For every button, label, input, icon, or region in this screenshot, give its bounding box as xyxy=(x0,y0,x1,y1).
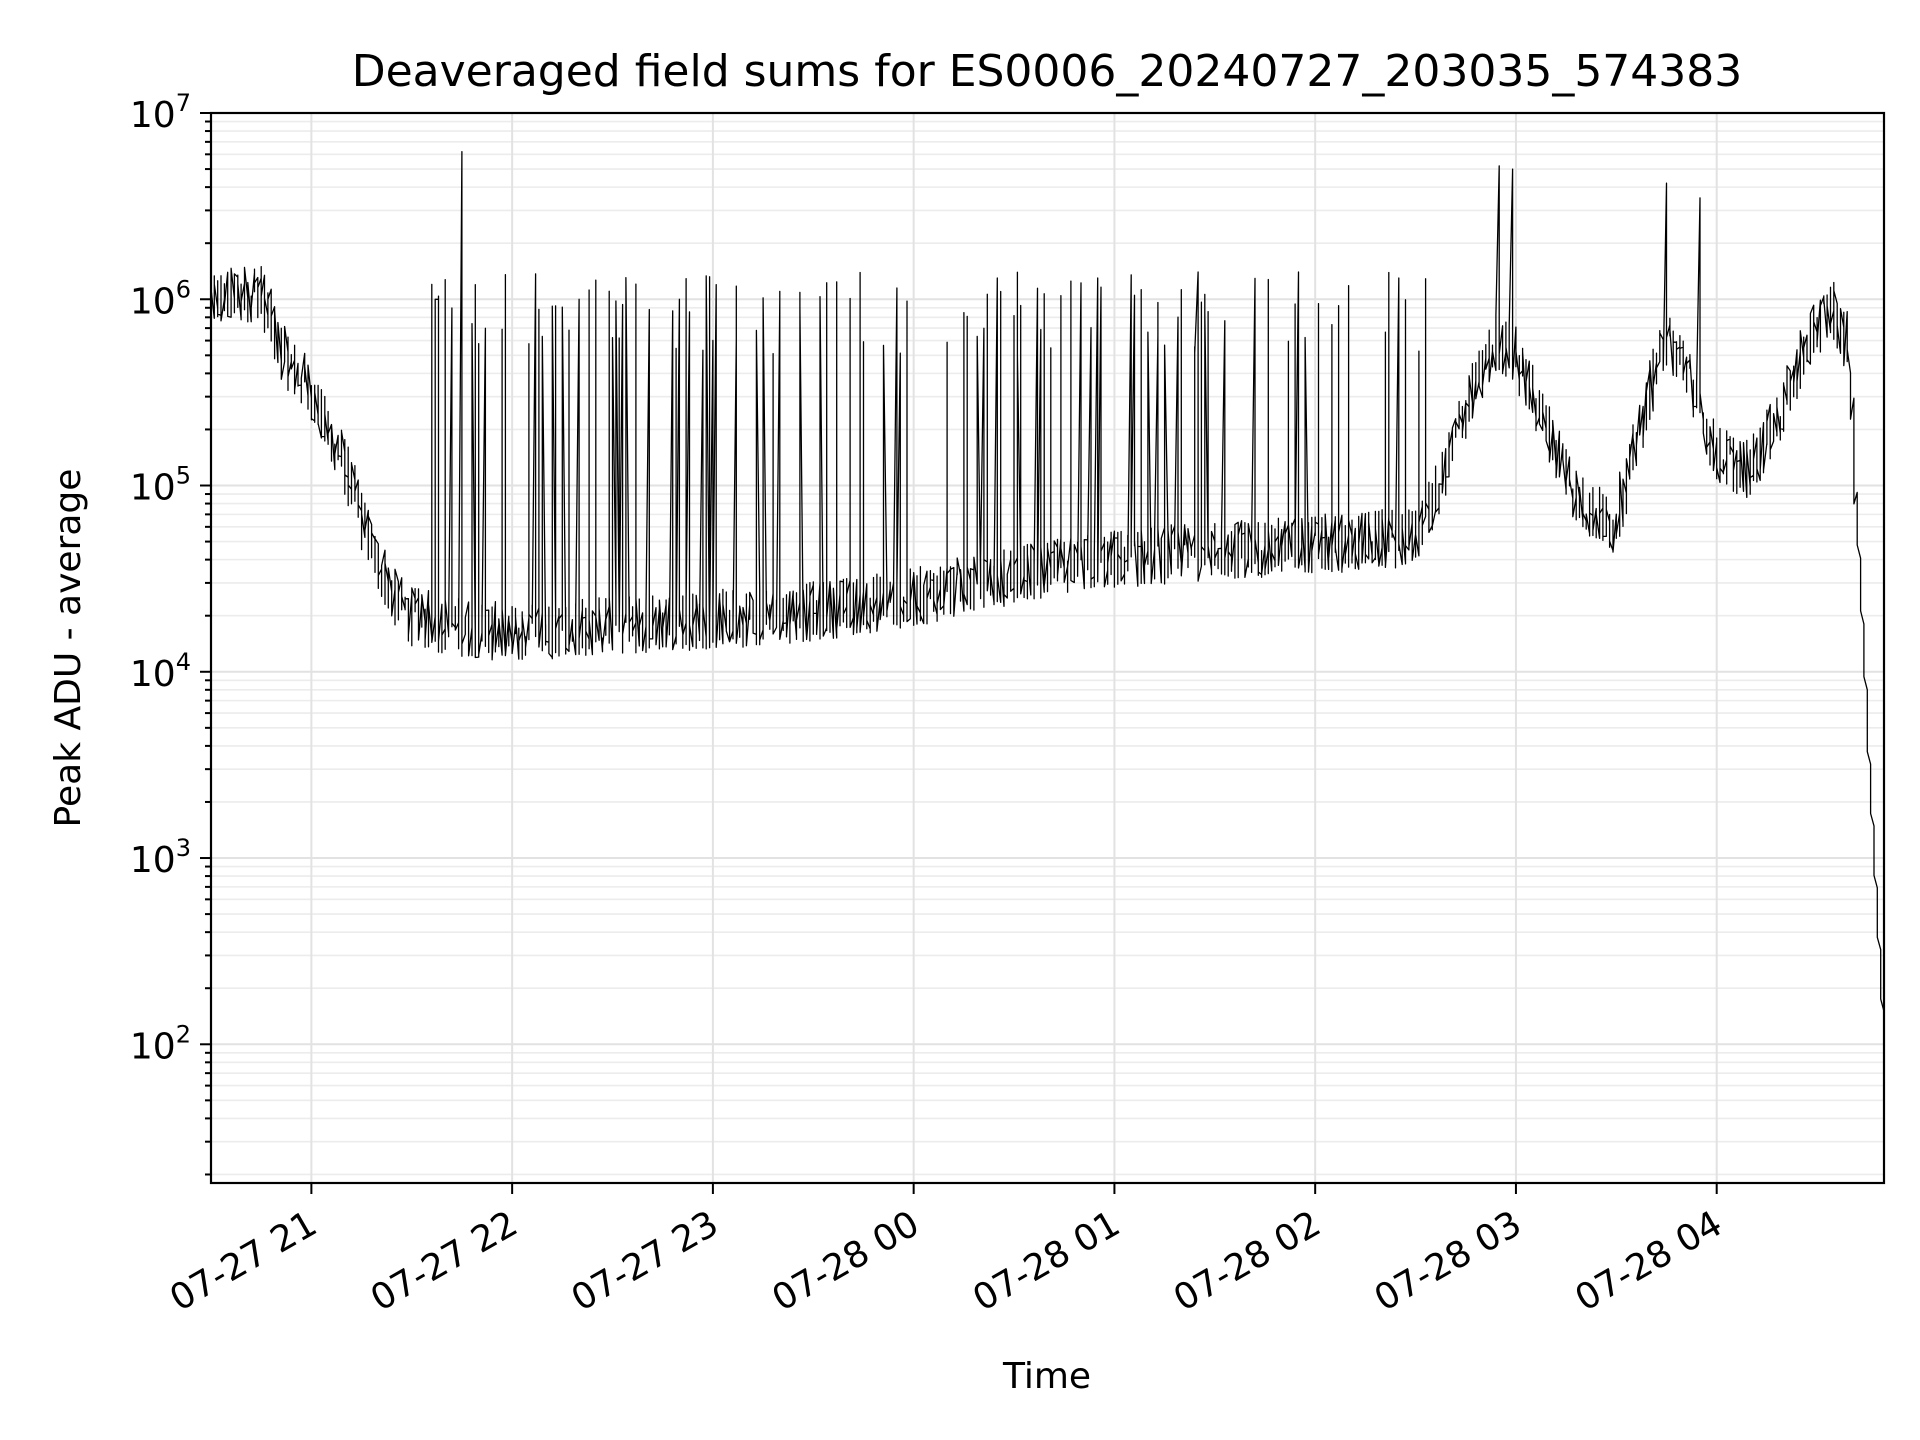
series-layer xyxy=(210,151,1885,1012)
y-tick-label: 104 xyxy=(130,648,191,695)
series-line xyxy=(210,151,1885,1012)
chart-title: Deaveraged field sums for ES0006_2024072… xyxy=(352,46,1743,97)
x-tick-label: 07-28 04 xyxy=(1569,1203,1730,1319)
grid-layer xyxy=(211,112,1884,1183)
y-tick-label: 105 xyxy=(130,462,191,509)
plot-frame xyxy=(209,111,1886,1185)
y-tick-label: 103 xyxy=(130,834,191,881)
y-tick-label: 107 xyxy=(130,89,191,136)
x-tick-label: 07-28 00 xyxy=(765,1203,926,1319)
y-tick-label: 106 xyxy=(130,275,191,322)
y-tick-label: 102 xyxy=(130,1020,191,1067)
x-tick-label: 07-28 01 xyxy=(966,1203,1127,1319)
x-axis: 07-27 21 07-27 22 07-27 23 07-28 00 07-28 01… xyxy=(163,1183,1729,1320)
x-tick-label: 07-28 03 xyxy=(1368,1203,1529,1319)
x-axis-label: Time xyxy=(1002,1356,1091,1397)
x-tick-label: 07-27 21 xyxy=(163,1203,324,1319)
x-tick-label: 07-27 23 xyxy=(565,1203,726,1319)
y-axis: 102 103 104 105 106 107 xyxy=(130,89,211,1176)
x-tick-label: 07-27 22 xyxy=(364,1203,525,1319)
x-tick-label: 07-28 02 xyxy=(1167,1203,1328,1319)
y-axis-label: Peak ADU - average xyxy=(48,469,89,828)
